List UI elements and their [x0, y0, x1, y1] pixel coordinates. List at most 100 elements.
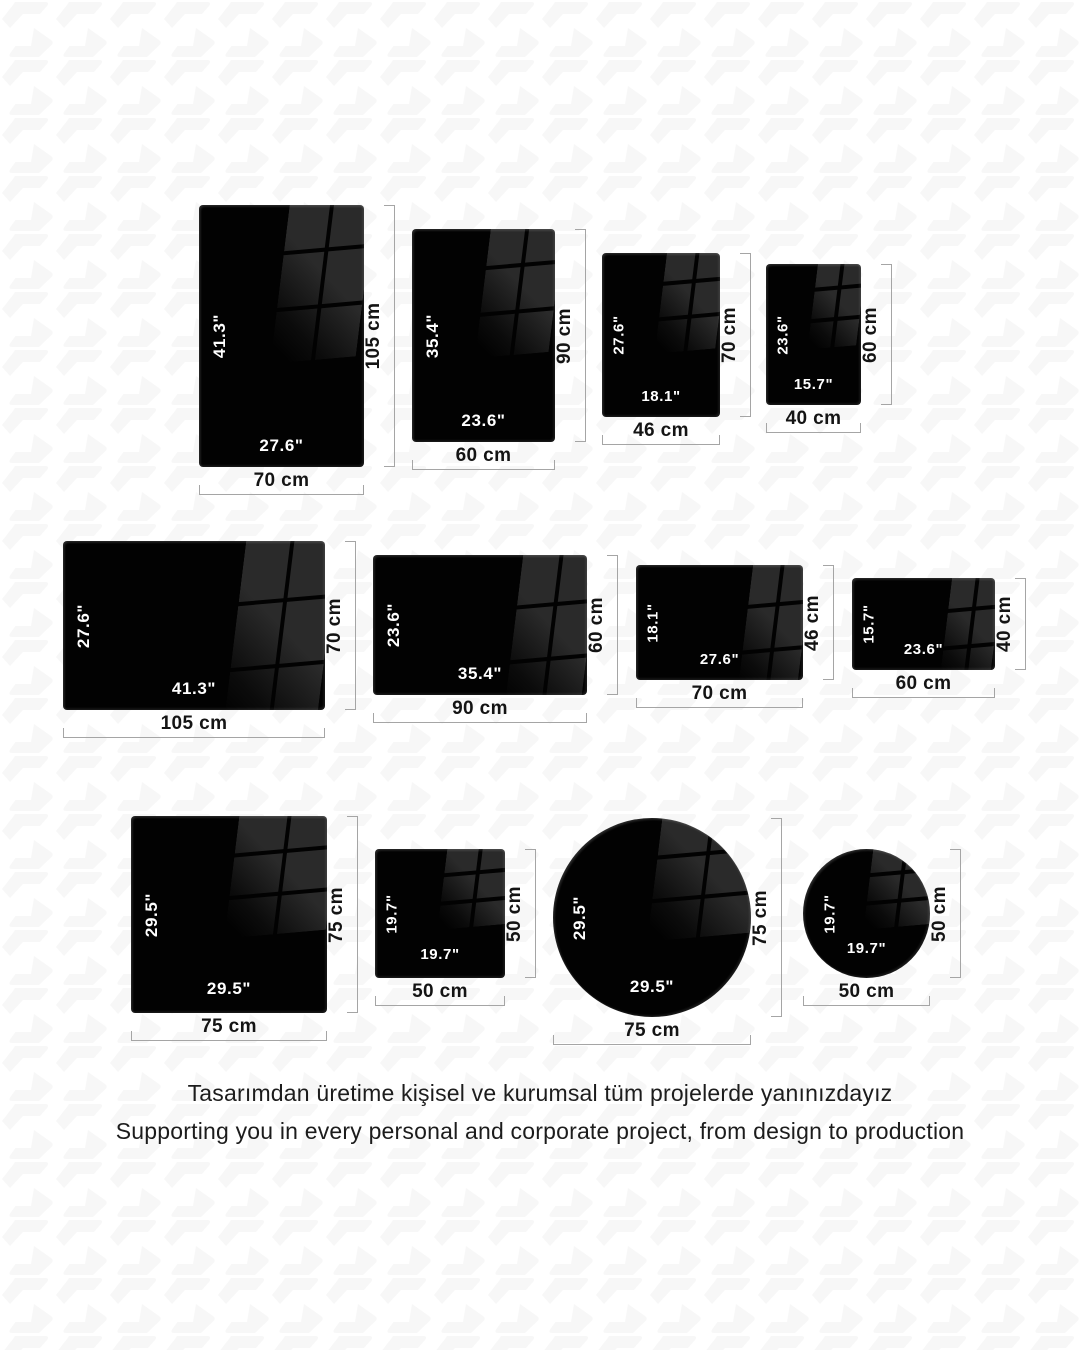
width-dimension-bracket: 40 cm: [766, 409, 861, 433]
height-inch-label: 19.7": [383, 893, 401, 934]
reflection-pane: [276, 252, 324, 308]
reflection-pane: [654, 319, 687, 354]
height-dimension-bracket: 40 cm: [994, 578, 1026, 670]
reflection-pane: [223, 896, 278, 939]
dimension-line: [771, 818, 782, 1017]
reflection-pane: [279, 597, 325, 664]
height-dimension-bracket: 46 cm: [802, 565, 834, 680]
reflection-pane: [281, 848, 327, 892]
reflection-pane: [519, 264, 555, 310]
dimension-line: [63, 728, 325, 738]
reflection-pane: [321, 248, 364, 304]
width-inch-label: 35.4": [457, 664, 503, 683]
panel-105x70-landscape: 27.6" 41.3" 70 cm 105 cm: [63, 541, 356, 738]
reflection-pane: [866, 874, 901, 902]
width-inch-label: 29.5": [206, 979, 252, 998]
reflection-pane: [287, 816, 327, 850]
panel-50x50-square: 19.7" 19.7" 50 cm 50 cm: [375, 849, 536, 1006]
height-dimension-bracket: 50 cm: [929, 849, 961, 978]
width-cm-label: 60 cm: [455, 445, 512, 466]
reflection-pane: [283, 205, 331, 252]
height-inch-label: 35.4": [423, 313, 442, 358]
height-cm-label: 105 cm: [363, 302, 384, 370]
width-dimension-bracket: 46 cm: [602, 421, 720, 445]
reflection-pane: [288, 541, 325, 598]
reflection-pane: [229, 853, 283, 897]
reflection-pane: [710, 818, 751, 852]
reflection-pane: [841, 264, 861, 286]
dimension-line: [823, 565, 834, 680]
panel-40x60-portrait: 23.6" 15.7" 60 cm 40 cm: [766, 264, 892, 433]
dimension-line: [636, 698, 803, 708]
reflection-pane: [513, 310, 554, 356]
width-inch-label: 29.5": [629, 977, 675, 996]
height-cm-label: 50 cm: [504, 885, 525, 942]
reflection-pane: [475, 870, 505, 899]
height-dimension-bracket: 70 cm: [719, 253, 751, 417]
dimension-line: [373, 713, 587, 723]
height-inch-dimension: 19.7": [821, 849, 839, 978]
dimension-line: [803, 996, 930, 1006]
height-dimension-bracket: 75 cm: [326, 816, 358, 1013]
reflection-pane: [705, 851, 751, 895]
height-cm-label: 70 cm: [719, 307, 740, 363]
reflection-pane: [837, 287, 861, 317]
width-dimension-bracket: 70 cm: [636, 684, 803, 708]
width-cm-label: 70 cm: [253, 470, 310, 491]
reflection-pane: [234, 816, 288, 854]
glass-panel: 23.6" 15.7": [766, 264, 861, 405]
height-inch-label: 18.1": [644, 602, 662, 643]
glass-reflection: [474, 229, 555, 359]
glass-panel: 27.6" 41.3": [63, 541, 325, 710]
width-cm-label: 50 cm: [412, 981, 468, 1002]
height-inch-label: 15.7": [860, 604, 878, 644]
reflection-pane: [479, 849, 505, 870]
height-inch-dimension: 41.3": [210, 205, 229, 467]
height-inch-label: 29.5": [570, 895, 589, 940]
glass-panel: 41.3" 27.6": [199, 205, 364, 467]
width-cm-label: 75 cm: [624, 1020, 680, 1041]
glass-panel: 19.7" 19.7": [375, 849, 505, 978]
reflection-pane: [510, 605, 553, 660]
reflection-pane: [663, 253, 696, 282]
height-cm-label: 40 cm: [994, 596, 1015, 652]
caption-line-english: Supporting you in every personal and cor…: [115, 1118, 965, 1144]
reflection-pane: [550, 601, 587, 657]
panel-46x70-portrait: 27.6" 18.1" 70 cm 46 cm: [602, 253, 751, 445]
height-inch-label: 41.3": [210, 313, 229, 359]
caption-line-turkish: Tasarımdan üretime kişisel ve kurumsal t…: [187, 1080, 893, 1106]
height-cm-label: 90 cm: [554, 307, 575, 364]
height-inch-label: 27.6": [610, 315, 628, 355]
width-dimension-bracket: 60 cm: [852, 674, 995, 698]
reflection-pane: [474, 313, 515, 359]
height-cm-label: 60 cm: [586, 597, 607, 653]
height-cm-label: 75 cm: [750, 889, 771, 946]
dimension-line: [852, 688, 995, 698]
dimension-line: [347, 816, 358, 1013]
height-dimension-bracket: 105 cm: [363, 205, 395, 467]
height-dimension-bracket: 50 cm: [504, 849, 536, 978]
reflection-pane: [870, 849, 904, 873]
panel-60x40-landscape: 15.7" 23.6" 40 cm 60 cm: [852, 578, 1026, 698]
height-dimension-bracket: 70 cm: [324, 541, 356, 710]
height-cm-label: 75 cm: [326, 886, 347, 943]
width-inch-label: 27.6": [699, 651, 740, 668]
width-dimension-bracket: 70 cm: [199, 471, 364, 495]
reflection-pane: [815, 264, 842, 289]
reflection-pane: [480, 267, 521, 313]
dimension-line: [602, 435, 720, 445]
reflection-pane: [948, 578, 976, 610]
width-inch-label: 18.1": [641, 388, 681, 405]
height-cm-label: 50 cm: [929, 885, 950, 942]
height-inch-label: 23.6": [384, 602, 403, 648]
reflection-pane: [239, 541, 292, 602]
dimension-line: [345, 541, 356, 710]
reflection-pane: [811, 290, 838, 320]
reflection-pane: [700, 894, 751, 938]
reflection-pane: [687, 316, 720, 351]
reflection-pane: [898, 899, 930, 927]
reflection-pane: [230, 601, 284, 669]
dimension-line: [740, 253, 751, 417]
panel-70x46-landscape: 18.1" 27.6" 46 cm 70 cm: [636, 565, 834, 708]
